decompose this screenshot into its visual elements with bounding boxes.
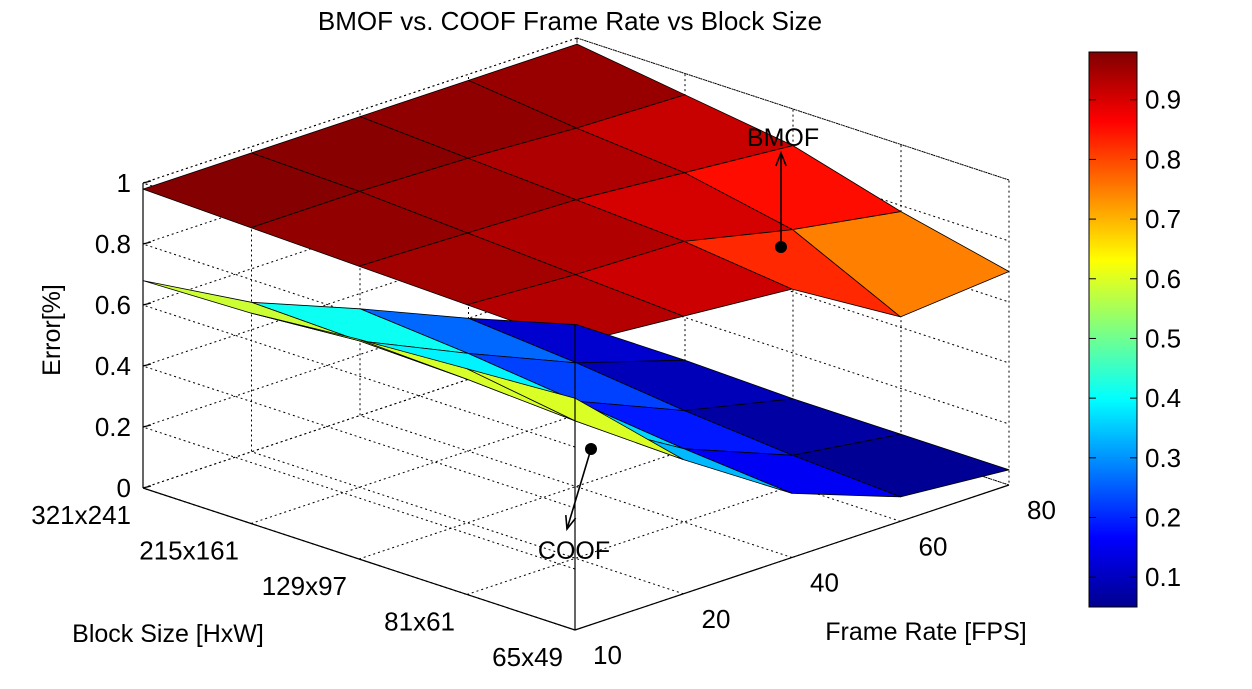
z-gridline — [141, 159, 578, 448]
z-axis-label: Error[%] — [38, 284, 66, 376]
z-tick-mark — [142, 485, 152, 489]
frame-rate-tick-label: 60 — [919, 531, 948, 561]
block-size-axis-line — [142, 487, 576, 631]
x-axis-label: Block Size [HxW] — [72, 620, 264, 648]
bmof-arrow-head — [775, 150, 787, 167]
z-tick-mark — [142, 241, 152, 245]
bmof-label: BMOF — [747, 124, 819, 152]
chart-title: BMOF vs. COOF Frame Rate vs Block Size — [318, 6, 822, 36]
colorbar-gradient — [1088, 51, 1138, 608]
z-tick-label: 0.2 — [95, 412, 131, 442]
colorbar-tick-label: 0.9 — [1145, 85, 1181, 115]
z-tick-label: 1 — [117, 168, 131, 198]
z-tick-mark — [142, 363, 152, 367]
block-size-tick-label: 65x49 — [492, 642, 563, 672]
block-size-tick-label: 81x61 — [384, 607, 455, 637]
z-tick-label: 0.4 — [95, 351, 131, 381]
block-size-gridline — [574, 180, 1010, 631]
frame-rate-axis-line — [574, 484, 1010, 631]
axis-layer — [142, 180, 1010, 631]
z-gridline-right — [576, 37, 1010, 181]
coof-arrow-head — [565, 515, 577, 532]
colorbar-tick-label: 0.3 — [1145, 443, 1181, 473]
colorbar-tick-label: 0.8 — [1145, 144, 1181, 174]
z-tick-label: 0.6 — [95, 290, 131, 320]
y-axis-label: Frame Rate [FPS] — [825, 618, 1026, 646]
z-tick-label: 0 — [117, 473, 131, 503]
annotation-layer: BMOF COOF — [538, 124, 819, 565]
block-size-tick-label: 129x97 — [262, 571, 347, 601]
colorbar-tick-label: 0.4 — [1145, 383, 1181, 413]
coof-label: COOF — [538, 537, 610, 565]
block-size-tick-label: 321x241 — [31, 500, 131, 530]
z-tick-mark — [142, 180, 152, 184]
surface-layer — [142, 43, 1010, 498]
frame-rate-tick-label: 10 — [593, 640, 622, 670]
z-gridline — [141, 281, 578, 570]
colorbar-tick-label: 0.7 — [1145, 204, 1181, 234]
z-tick-mark — [142, 424, 152, 428]
colorbar: 0.1 0.2 0.3 0.4 0.5 0.6 0.7 0.8 0.9 — [1088, 51, 1181, 608]
z-tick-label: 0.8 — [95, 229, 131, 259]
colorbar-tick-label: 0.6 — [1145, 264, 1181, 294]
z-gridline — [141, 220, 578, 509]
colorbar-tick-label: 0.1 — [1145, 562, 1181, 592]
frame-rate-gridline — [251, 146, 684, 595]
tick-layer: 0 0.2 0.4 0.6 0.8 1 321x241 215x161 129x97 81x61 6… — [31, 168, 1056, 672]
block-size-tick-label: 215x161 — [139, 536, 239, 566]
frame-rate-tick-label: 20 — [702, 604, 731, 634]
colorbar-tick-label: 0.5 — [1145, 323, 1181, 353]
z-tick-mark — [142, 302, 152, 306]
frame-rate-tick-label: 40 — [810, 568, 839, 598]
frame-rate-tick-label: 80 — [1027, 495, 1056, 525]
coof-arrow-shaft — [566, 448, 592, 530]
frame-rate-gridline — [359, 110, 793, 558]
colorbar-tick-label: 0.2 — [1145, 502, 1181, 532]
